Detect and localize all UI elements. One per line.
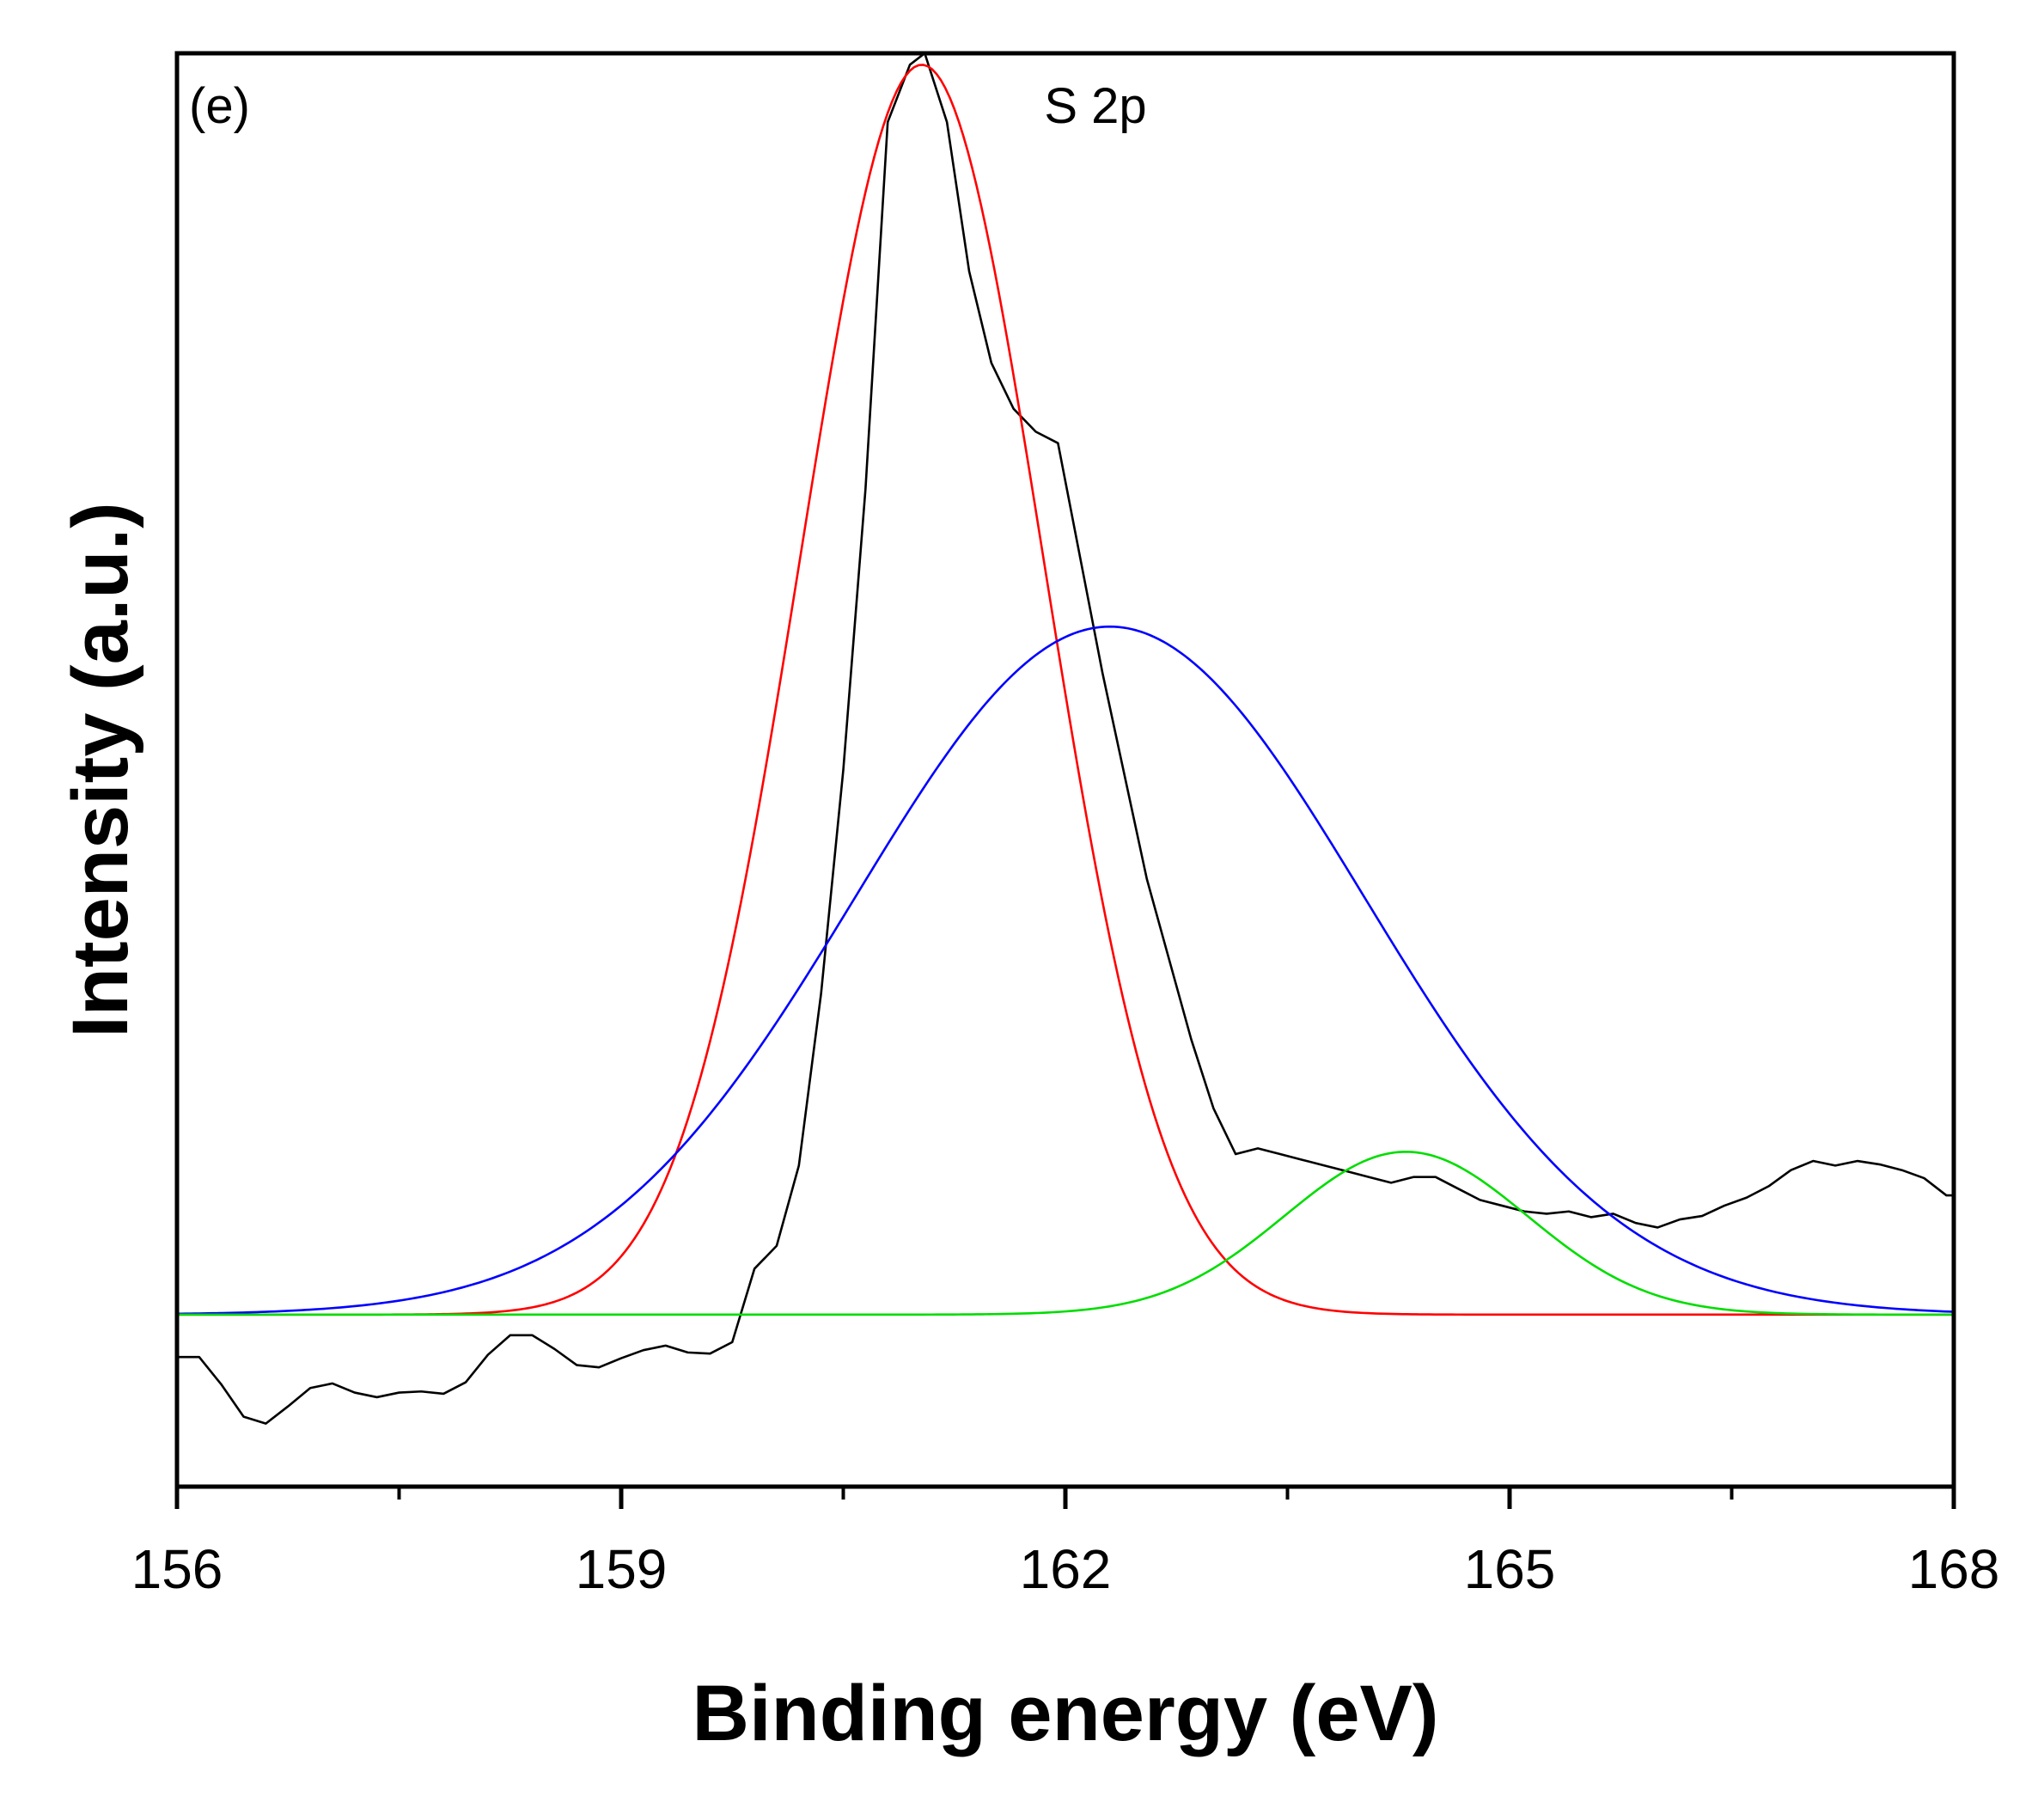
series-layer <box>176 52 1955 1425</box>
x-tick-label: 165 <box>1464 1538 1556 1600</box>
y-axis-title: Intensity (a.u.) <box>57 502 144 1038</box>
series-line-fit-peak-2 <box>176 625 1955 1316</box>
series-line-fit-peak-1 <box>177 64 1954 1316</box>
panel-label: (e) <box>189 78 250 134</box>
series-line-fit-peak-3 <box>177 1151 1954 1316</box>
x-tick-label: 159 <box>576 1538 668 1600</box>
tick-layer: 156 159 162 165 168 <box>131 1487 2000 1600</box>
chart-title: S 2p <box>1044 78 1146 134</box>
x-tick-label: 162 <box>1020 1538 1112 1600</box>
x-tick-label: 156 <box>131 1538 223 1600</box>
x-axis-title: Binding energy (eV) <box>693 1670 1439 1757</box>
plot-frame <box>174 51 1956 1489</box>
series-line-experimental <box>177 52 1954 1425</box>
x-tick-label: 168 <box>1908 1538 2000 1600</box>
